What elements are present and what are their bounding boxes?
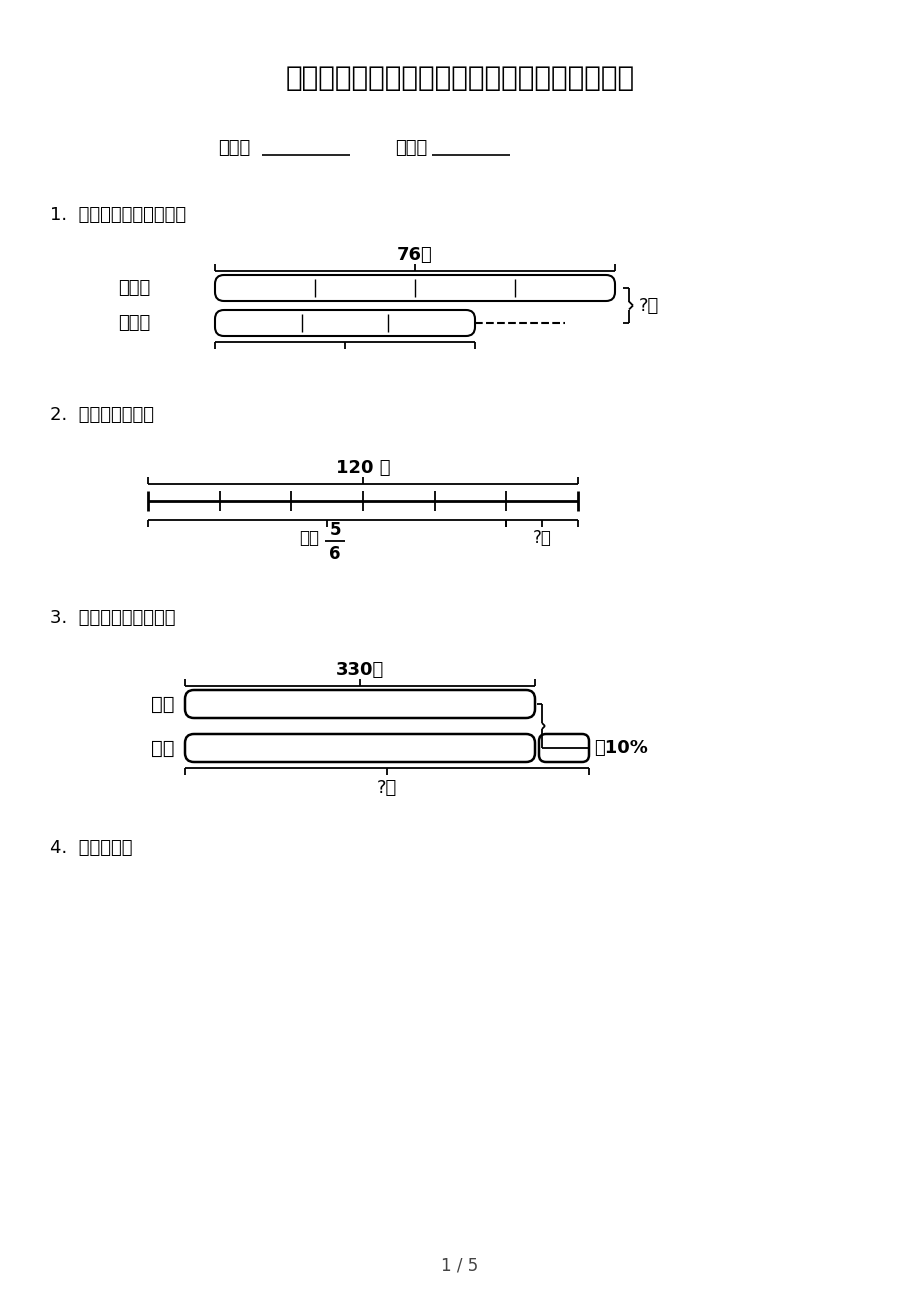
Text: 多10%: 多10% <box>594 740 647 756</box>
Text: 1 / 5: 1 / 5 <box>441 1256 478 1273</box>
FancyBboxPatch shape <box>185 690 535 717</box>
Text: 76元: 76元 <box>397 246 433 264</box>
Text: 桌子：: 桌子： <box>118 279 150 297</box>
Text: 六年级北京版数学下册看图列方程考前专项练习: 六年级北京版数学下册看图列方程考前专项练习 <box>285 64 634 92</box>
Text: 3.  看图列式，并计算。: 3. 看图列式，并计算。 <box>50 609 176 628</box>
Text: 椅子：: 椅子： <box>118 314 150 332</box>
FancyBboxPatch shape <box>215 275 614 301</box>
Text: ?元: ?元 <box>639 297 659 315</box>
Text: 120 吨: 120 吨 <box>335 460 390 477</box>
FancyBboxPatch shape <box>539 734 588 762</box>
Text: 5: 5 <box>329 521 341 539</box>
Text: 姓名：: 姓名： <box>394 139 426 158</box>
FancyBboxPatch shape <box>215 310 474 336</box>
Text: 4.  看图列式。: 4. 看图列式。 <box>50 838 132 857</box>
Text: ?吨: ?吨 <box>532 529 551 547</box>
FancyBboxPatch shape <box>185 734 535 762</box>
Text: 330只: 330只 <box>335 661 384 680</box>
Text: 班级：: 班级： <box>218 139 250 158</box>
Text: 用去: 用去 <box>299 529 319 547</box>
Text: 白兔: 白兔 <box>152 738 175 758</box>
Text: 2.  看图列式计算。: 2. 看图列式计算。 <box>50 406 153 424</box>
Text: ?只: ?只 <box>377 779 397 797</box>
Text: 6: 6 <box>329 546 341 562</box>
Text: 黑兔: 黑兔 <box>152 694 175 713</box>
Text: 1.  我能看图列式并计算。: 1. 我能看图列式并计算。 <box>50 206 186 224</box>
